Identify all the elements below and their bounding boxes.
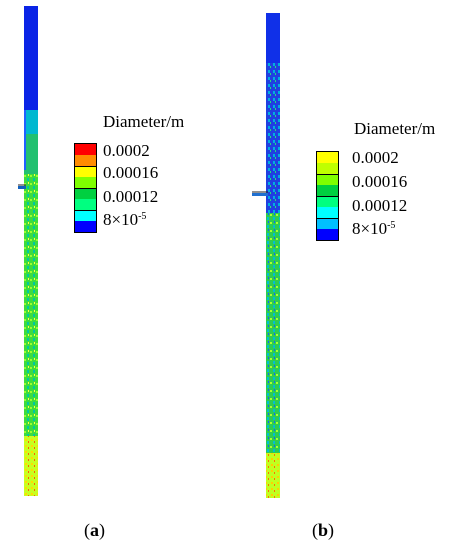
diameter-contour-plot-b: [252, 13, 280, 498]
legend-color-band: [75, 199, 96, 210]
legend-label-max: 0.0002: [352, 148, 399, 167]
legend-color-band: [317, 229, 338, 240]
legend-label-max: 0.0002: [103, 141, 150, 160]
legend-color-band: [317, 152, 338, 163]
panel-caption-a: (a): [84, 520, 105, 541]
legend-color-band: [75, 210, 96, 221]
legend-label-3: 0.00012: [352, 196, 408, 215]
legend-color-band: [317, 218, 338, 229]
legend-color-band: [317, 207, 338, 218]
legend-color-band: [75, 177, 96, 188]
caption-close: ): [99, 520, 105, 540]
legend-divider: [75, 188, 96, 189]
legend-label-min-exponent: -5: [138, 211, 147, 222]
legend-color-band: [75, 221, 96, 232]
legend-label-2: 0.00016: [103, 163, 159, 182]
legend-divider: [75, 166, 96, 167]
legend-title: Diameter/m: [354, 119, 436, 138]
legend-color-band: [317, 174, 338, 185]
panel-a: Diameter/m 0.0002 0.00016 0.00012 8×10-5…: [18, 6, 185, 541]
legend-color-bar: [316, 151, 339, 241]
legend-color-band: [75, 144, 96, 155]
caption-open: (: [312, 520, 318, 540]
caption-letter: a: [90, 520, 99, 540]
legend-label-2: 0.00016: [352, 172, 408, 191]
panel-caption-b: (b): [312, 520, 334, 541]
diameter-contour-plot-a: [18, 6, 38, 496]
legend-color-band: [75, 155, 96, 166]
legend-color-band: [317, 185, 338, 196]
legend-color-bar: [74, 143, 97, 233]
legend-label-3: 0.00012: [103, 187, 159, 206]
legend-divider: [317, 174, 338, 175]
legend-label-min-exponent: -5: [387, 220, 396, 231]
legend-label-min-base: 8×10: [103, 210, 139, 229]
legend-color-band: [317, 163, 338, 174]
caption-letter: b: [318, 520, 329, 540]
legend-divider: [317, 196, 338, 197]
legend-color-band: [75, 188, 96, 199]
legend-color-band: [75, 166, 96, 177]
legend-label-min: 8×10-5: [352, 219, 395, 239]
panel-b: Diameter/m 0.0002 0.00016 0.00012 8×10-5…: [230, 0, 460, 550]
legend-title: Diameter/m: [103, 112, 185, 131]
legend-color-band: [317, 196, 338, 207]
legend-label-min: 8×10-5: [103, 210, 146, 230]
legend-label-min-base: 8×10: [352, 219, 388, 238]
legend-divider: [317, 218, 338, 219]
legend-divider: [75, 210, 96, 211]
caption-close: ): [328, 520, 335, 540]
caption-open: (: [84, 520, 90, 540]
